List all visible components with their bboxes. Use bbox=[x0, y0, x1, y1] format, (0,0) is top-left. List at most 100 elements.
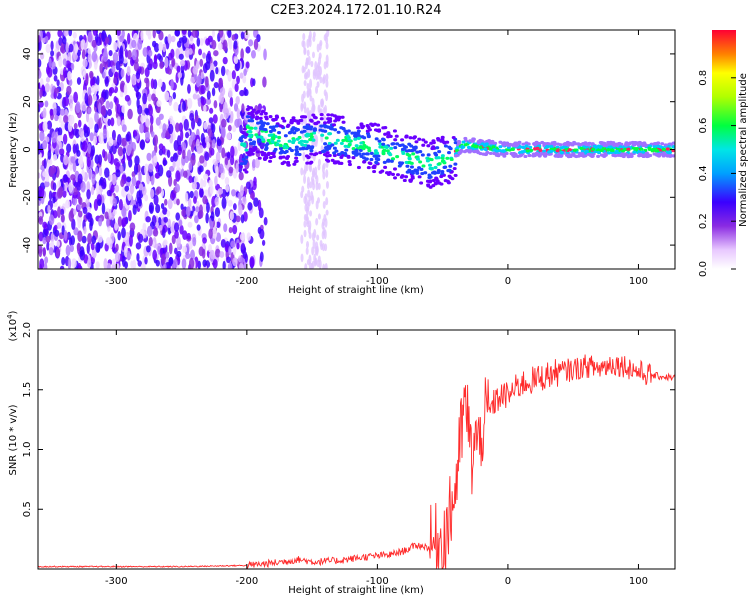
heatmap-cell bbox=[79, 246, 85, 256]
heatmap-cell bbox=[113, 96, 118, 103]
heatmap-cell bbox=[415, 157, 420, 161]
heatmap-cell bbox=[111, 65, 116, 73]
heatmap-cell bbox=[310, 175, 314, 183]
x-tick-label: 100 bbox=[629, 576, 648, 587]
heatmap-cell bbox=[271, 118, 276, 122]
heatmap-cell bbox=[328, 132, 333, 136]
heatmap-cell bbox=[61, 257, 66, 266]
heatmap-cell bbox=[275, 142, 280, 146]
heatmap-cell bbox=[208, 117, 214, 124]
heatmap-cell bbox=[253, 38, 259, 50]
heatmap-cell bbox=[404, 149, 409, 153]
heatmap-cell bbox=[289, 120, 294, 124]
heatmap-cell bbox=[590, 154, 595, 158]
colorbar-gradient bbox=[712, 30, 736, 269]
heatmap-cell bbox=[92, 30, 98, 36]
heatmap-cell bbox=[278, 155, 283, 159]
heatmap-cell bbox=[281, 155, 286, 159]
heatmap-cell bbox=[666, 153, 671, 157]
heatmap-cell bbox=[303, 174, 307, 184]
y-tick-label: 0 bbox=[22, 146, 33, 152]
heatmap-cell bbox=[87, 94, 93, 106]
heatmap-cell bbox=[381, 152, 386, 156]
heatmap-cell bbox=[141, 186, 147, 196]
heatmap-cell bbox=[537, 144, 542, 148]
heatmap-cell bbox=[46, 120, 53, 130]
heatmap-cell bbox=[126, 32, 131, 45]
heatmap-cell bbox=[346, 154, 351, 159]
heatmap-cell bbox=[455, 146, 460, 150]
heatmap-cell bbox=[124, 185, 130, 192]
heatmap-cell bbox=[240, 242, 246, 255]
heatmap-cell bbox=[413, 168, 418, 172]
heatmap-cell bbox=[117, 230, 121, 241]
heatmap-cell bbox=[220, 172, 225, 180]
heatmap-cell bbox=[111, 263, 117, 269]
heatmap-cell bbox=[48, 57, 52, 69]
heatmap-cell bbox=[451, 135, 456, 140]
heatmap-cell bbox=[196, 224, 201, 231]
heatmap-cell bbox=[38, 231, 44, 242]
heatmap-cell bbox=[112, 197, 117, 207]
heatmap-cell bbox=[339, 141, 344, 146]
heatmap-cell bbox=[230, 110, 234, 122]
heatmap-cell bbox=[180, 129, 184, 142]
heatmap-cell bbox=[222, 39, 228, 52]
heatmap-cell bbox=[69, 114, 75, 125]
heatmap-cell bbox=[164, 57, 169, 69]
heatmap-cell bbox=[311, 170, 315, 178]
heatmap-cell bbox=[538, 148, 543, 153]
heatmap-cell bbox=[409, 178, 414, 182]
heatmap-cell bbox=[309, 160, 314, 164]
heatmap-cell bbox=[144, 107, 150, 114]
heatmap-cell bbox=[245, 61, 250, 69]
heatmap-cell bbox=[309, 148, 314, 153]
heatmap-cell bbox=[271, 154, 276, 159]
heatmap-cell bbox=[380, 137, 385, 141]
heatmap-cell bbox=[232, 125, 237, 133]
heatmap-cell bbox=[38, 100, 44, 108]
heatmap-cell bbox=[568, 141, 573, 146]
heatmap-cell bbox=[311, 51, 315, 59]
heatmap-cell bbox=[90, 186, 95, 196]
heatmap-cell bbox=[373, 149, 378, 153]
heatmap-cell bbox=[434, 176, 439, 180]
heatmap-cell bbox=[353, 131, 358, 135]
heatmap-cell bbox=[61, 225, 65, 236]
heatmap-cell bbox=[224, 157, 229, 166]
heatmap-cell bbox=[218, 163, 224, 174]
heatmap-cell bbox=[205, 76, 209, 88]
heatmap-cell bbox=[59, 46, 65, 53]
heatmap-cell bbox=[48, 214, 55, 226]
heatmap-cell bbox=[322, 106, 326, 114]
heatmap-cell bbox=[127, 49, 132, 60]
heatmap-cell bbox=[253, 146, 258, 150]
heatmap-cell bbox=[558, 154, 563, 158]
heatmap-cell bbox=[312, 115, 317, 119]
heatmap-cell bbox=[170, 35, 176, 43]
heatmap-cell bbox=[239, 184, 244, 197]
heatmap-cell bbox=[387, 170, 392, 175]
heatmap-cell bbox=[81, 101, 87, 112]
heatmap-cell bbox=[142, 47, 148, 57]
heatmap-cell bbox=[390, 157, 395, 161]
heatmap-cell bbox=[221, 197, 227, 209]
heatmap-cell bbox=[166, 210, 171, 217]
heatmap-cell bbox=[184, 192, 189, 203]
heatmap-cell bbox=[353, 134, 358, 138]
heatmap-cell bbox=[282, 150, 287, 155]
heatmap-cell bbox=[279, 124, 284, 129]
heatmap-cell bbox=[381, 142, 386, 146]
heatmap-cell bbox=[133, 61, 139, 72]
heatmap-cell bbox=[237, 140, 241, 152]
heatmap-cell bbox=[57, 127, 63, 137]
heatmap-cell bbox=[603, 152, 608, 156]
heatmap-cell bbox=[301, 93, 305, 103]
heatmap-cell bbox=[312, 239, 316, 249]
heatmap-cell bbox=[70, 174, 76, 181]
heatmap-cell bbox=[65, 42, 69, 54]
heatmap-cell bbox=[323, 129, 328, 133]
heatmap-cell bbox=[405, 152, 410, 156]
heatmap-cell bbox=[152, 40, 157, 48]
heatmap-cell bbox=[153, 134, 159, 146]
